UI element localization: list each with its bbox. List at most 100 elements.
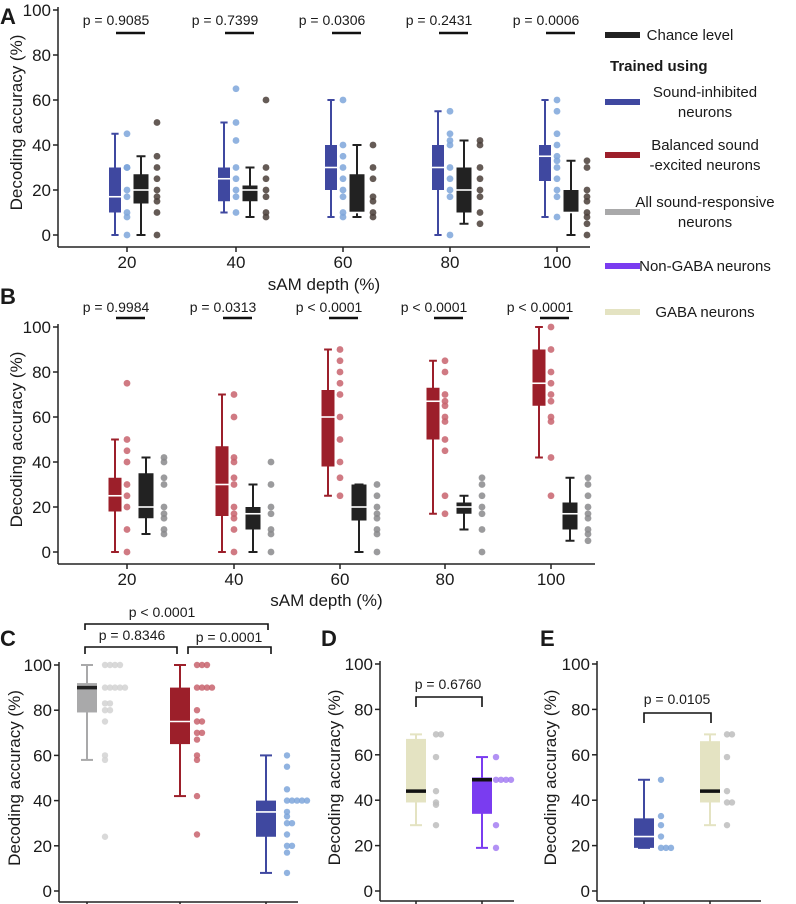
- data-point: [584, 537, 592, 545]
- box-iqr: [108, 477, 122, 512]
- y-tick-label: 40: [571, 791, 590, 810]
- data-point: [283, 763, 291, 770]
- y-tick-label: 40: [354, 791, 373, 810]
- data-point: [193, 736, 201, 743]
- data-point: [553, 130, 561, 138]
- y-tick-label: 20: [32, 498, 51, 517]
- y-tick-label: 80: [32, 46, 51, 65]
- data-point: [553, 193, 561, 201]
- data-point: [339, 186, 347, 194]
- y-tick-label: 20: [354, 837, 373, 856]
- legend-label: -excited neurons: [650, 157, 761, 174]
- data-point: [232, 85, 240, 93]
- data-point: [369, 213, 377, 221]
- data-point: [230, 413, 238, 421]
- data-point: [267, 510, 275, 518]
- data-point: [547, 397, 555, 405]
- data-point: [267, 548, 275, 556]
- data-point: [553, 213, 561, 221]
- data-point: [232, 175, 240, 183]
- data-point: [336, 413, 344, 421]
- data-point: [262, 213, 270, 221]
- box-plot: [215, 393, 229, 553]
- comparison-bracket: [643, 712, 712, 723]
- y-tick-label: 60: [571, 746, 590, 765]
- data-point: [123, 379, 131, 387]
- data-point: [373, 530, 381, 538]
- data-point: [476, 220, 484, 228]
- data-point: [583, 197, 591, 205]
- p-value-label: p = 0.6760: [415, 676, 482, 692]
- y-tick-label: 80: [33, 701, 52, 720]
- data-point: [123, 481, 131, 488]
- data-point: [583, 157, 591, 165]
- data-point: [262, 175, 270, 183]
- data-point: [193, 729, 201, 736]
- box-plot: [634, 778, 654, 849]
- legend-label: All sound-responsive: [635, 194, 774, 211]
- data-point: [262, 96, 270, 104]
- data-point: [198, 684, 206, 691]
- data-point: [193, 752, 201, 759]
- legend-label: Non-GABA neurons: [639, 258, 771, 275]
- data-point: [373, 492, 381, 500]
- data-point: [106, 684, 114, 691]
- data-point: [584, 530, 592, 538]
- data-point: [123, 492, 131, 500]
- box-iqr: [215, 446, 229, 516]
- box-iqr: [634, 818, 654, 848]
- data-point: [497, 776, 505, 783]
- data-point: [123, 130, 131, 138]
- p-value-label: p < 0.0001: [401, 299, 468, 315]
- data-point: [232, 119, 240, 126]
- y-tick-label: 60: [32, 91, 51, 110]
- box-plot: [256, 754, 276, 874]
- data-point: [492, 844, 500, 852]
- data-point: [723, 821, 731, 829]
- data-point: [339, 96, 347, 104]
- box-plot: [562, 476, 578, 542]
- data-point: [336, 492, 344, 500]
- comparison-bracket: [187, 646, 272, 654]
- data-point: [232, 137, 240, 144]
- data-point: [193, 792, 201, 800]
- data-point: [283, 786, 291, 793]
- data-point: [583, 220, 591, 228]
- data-point: [547, 323, 555, 331]
- data-point: [584, 514, 592, 522]
- y-tick-label: 60: [354, 746, 373, 765]
- y-tick-label: 0: [581, 882, 590, 901]
- p-value-label: p = 0.2431: [406, 12, 473, 28]
- data-point: [553, 186, 561, 194]
- data-point: [547, 492, 555, 500]
- y-tick-label: 20: [33, 837, 52, 856]
- y-tick-label: 80: [354, 700, 373, 719]
- data-point: [288, 842, 296, 849]
- data-point: [101, 718, 109, 725]
- data-point: [478, 526, 486, 533]
- x-tick-label: 20: [118, 570, 137, 589]
- y-axis-label: Decoding accuracy (%): [7, 35, 26, 211]
- data-point: [336, 458, 344, 466]
- y-tick-label: 0: [43, 882, 52, 901]
- data-point: [339, 164, 347, 171]
- data-point: [441, 492, 449, 500]
- data-point: [116, 661, 124, 669]
- data-point: [478, 474, 486, 482]
- p-value-label: p = 0.0306: [299, 12, 366, 28]
- data-point: [432, 753, 440, 761]
- data-point: [478, 510, 486, 518]
- data-point: [441, 418, 449, 425]
- data-point: [547, 418, 555, 425]
- box-iqr: [562, 502, 578, 530]
- data-point: [116, 684, 124, 691]
- x-tick-label: 40: [227, 253, 246, 272]
- data-point: [101, 752, 109, 759]
- panel-letter: E: [540, 626, 555, 651]
- data-point: [288, 797, 296, 804]
- x-tick-label: 80: [436, 570, 455, 589]
- box-plot: [426, 359, 440, 515]
- data-point: [478, 492, 486, 500]
